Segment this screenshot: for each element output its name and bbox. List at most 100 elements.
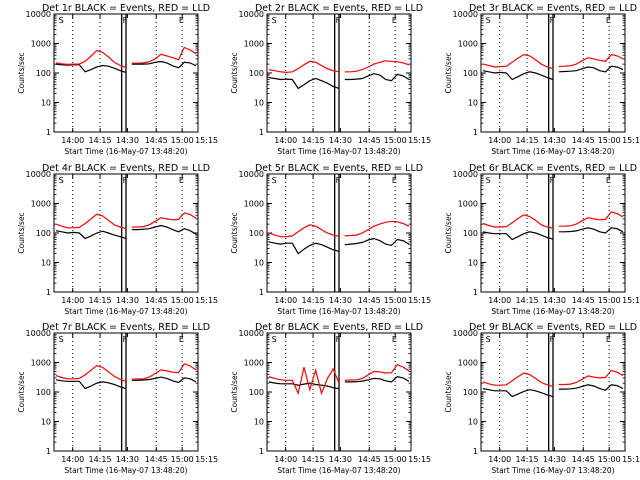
x-tick-label: 15:15 (408, 455, 431, 464)
x-tick-label: 14:45 (572, 296, 595, 305)
plot-title: Det 5r BLACK = Events, RED = LLD (255, 163, 423, 174)
marker-e: E (606, 176, 611, 185)
y-tick-label: 10 (254, 259, 264, 268)
y-tick-label: 10 (41, 418, 51, 427)
marker-s: S (59, 335, 64, 344)
detector-plot-1: Det 1r BLACK = Events, RED = LLD 1 10 100 10… (17, 3, 218, 156)
y-tick-label: 100 (249, 388, 264, 397)
detector-plot-2: Det 2r BLACK = Events, RED = LLD 1 10 100 10… (230, 3, 431, 156)
series-line-events (55, 379, 127, 390)
series-line-lld (55, 49, 127, 68)
series-line-events (482, 70, 554, 81)
x-tick-label: 14:45 (145, 296, 168, 305)
y-tick-label: 100 (36, 229, 51, 238)
x-axis-label: Start Time (16-May-07 13:48:20) (64, 307, 187, 316)
plot-title: Det 6r BLACK = Events, RED = LLD (469, 163, 637, 174)
x-tick-label: 15:00 (384, 136, 407, 145)
y-tick-label: 10 (41, 259, 51, 268)
x-tick-label: 14:15 (302, 455, 325, 464)
x-tick-label: 14:30 (116, 296, 139, 305)
x-axis-label: Start Time (16-May-07 13:48:20) (277, 147, 400, 156)
y-tick-label: 10000 (239, 10, 264, 19)
y-axis-label: Counts/sec (230, 52, 239, 93)
x-tick-label: 14:45 (358, 296, 381, 305)
y-tick-label: 1000 (458, 40, 478, 49)
y-axis-label: Counts/sec (444, 52, 453, 93)
y-tick-label: 100 (463, 69, 478, 78)
detector-plot-9: Det 9r BLACK = Events, RED = LLD 1 10 100 10… (444, 322, 640, 475)
x-tick-label: 14:15 (302, 296, 325, 305)
marker-f: F (123, 335, 128, 344)
series-line-lld (482, 372, 554, 387)
x-tick-label: 14:00 (488, 296, 511, 305)
y-axis-label: Counts/sec (444, 371, 453, 412)
marker-e: E (392, 176, 397, 185)
series-line-events (344, 237, 410, 247)
series-line-events (558, 384, 624, 391)
y-axis-label: Counts/sec (17, 212, 26, 253)
x-tick-label: 14:30 (116, 455, 139, 464)
x-tick-label: 14:45 (358, 455, 381, 464)
y-tick-label: 10 (254, 418, 264, 427)
marker-f: F (123, 176, 128, 185)
x-tick-label: 14:30 (116, 136, 139, 145)
x-tick-label: 15:00 (171, 455, 194, 464)
detector-plot-4: Det 4r BLACK = Events, RED = LLD 1 10 100 10… (17, 163, 218, 316)
y-tick-label: 10000 (26, 10, 51, 19)
y-tick-label: 1 (473, 447, 478, 456)
y-tick-label: 10 (468, 418, 478, 427)
y-tick-label: 10000 (26, 170, 51, 179)
y-tick-label: 100 (36, 388, 51, 397)
y-axis-label: Counts/sec (230, 371, 239, 412)
y-tick-label: 10000 (453, 10, 478, 19)
y-tick-label: 1 (259, 128, 264, 137)
series-line-events (131, 224, 197, 235)
marker-e: E (392, 16, 397, 25)
detector-plot-3: Det 3r BLACK = Events, RED = LLD 1 10 100 10… (444, 3, 640, 156)
x-tick-label: 15:15 (622, 296, 640, 305)
marker-e: E (392, 335, 397, 344)
series-line-events (268, 241, 340, 255)
y-tick-label: 1000 (244, 359, 264, 368)
x-tick-label: 14:45 (145, 136, 168, 145)
marker-s: S (486, 335, 491, 344)
detector-plot-6: Det 6r BLACK = Events, RED = LLD 1 10 100 10… (444, 163, 640, 316)
x-axis-label: Start Time (16-May-07 13:48:20) (64, 466, 187, 475)
x-tick-label: 15:00 (598, 455, 621, 464)
marker-s: S (59, 176, 64, 185)
x-axis-label: Start Time (16-May-07 13:48:20) (64, 147, 187, 156)
x-tick-label: 14:30 (329, 455, 352, 464)
x-tick-label: 14:00 (274, 455, 297, 464)
y-tick-label: 1 (473, 128, 478, 137)
x-tick-label: 15:15 (195, 296, 218, 305)
x-tick-label: 14:15 (89, 296, 112, 305)
x-tick-label: 15:15 (195, 136, 218, 145)
x-axis-label: Start Time (16-May-07 13:48:20) (277, 466, 400, 475)
x-axis-label: Start Time (16-May-07 13:48:20) (491, 147, 614, 156)
y-axis-label: Counts/sec (17, 371, 26, 412)
series-line-lld (558, 211, 624, 227)
series-line-events (558, 65, 624, 73)
x-tick-label: 15:00 (384, 296, 407, 305)
x-tick-label: 14:00 (61, 455, 84, 464)
y-tick-label: 10000 (26, 329, 51, 338)
x-tick-label: 14:30 (329, 136, 352, 145)
y-tick-label: 10000 (453, 170, 478, 179)
marker-f: F (336, 176, 341, 185)
y-tick-label: 1000 (458, 359, 478, 368)
x-tick-label: 14:45 (145, 455, 168, 464)
series-line-lld (55, 213, 127, 230)
y-tick-label: 10 (254, 99, 264, 108)
detector-plot-5: Det 5r BLACK = Events, RED = LLD 1 10 100 10… (230, 163, 431, 316)
marker-e: E (179, 176, 184, 185)
series-line-events (482, 231, 554, 241)
y-tick-label: 10000 (239, 329, 264, 338)
series-line-lld (131, 212, 197, 228)
series-line-lld (131, 363, 197, 380)
marker-f: F (550, 335, 555, 344)
y-tick-label: 1 (46, 128, 51, 137)
x-tick-label: 14:00 (274, 136, 297, 145)
series-line-lld (344, 60, 410, 73)
x-tick-label: 14:15 (89, 136, 112, 145)
series-line-events (55, 63, 127, 73)
